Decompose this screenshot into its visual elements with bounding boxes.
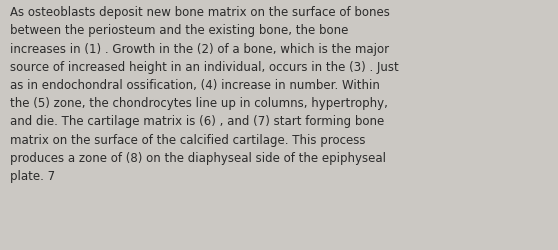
Text: As osteoblasts deposit new bone matrix on the surface of bones
between the perio: As osteoblasts deposit new bone matrix o… bbox=[10, 6, 399, 182]
